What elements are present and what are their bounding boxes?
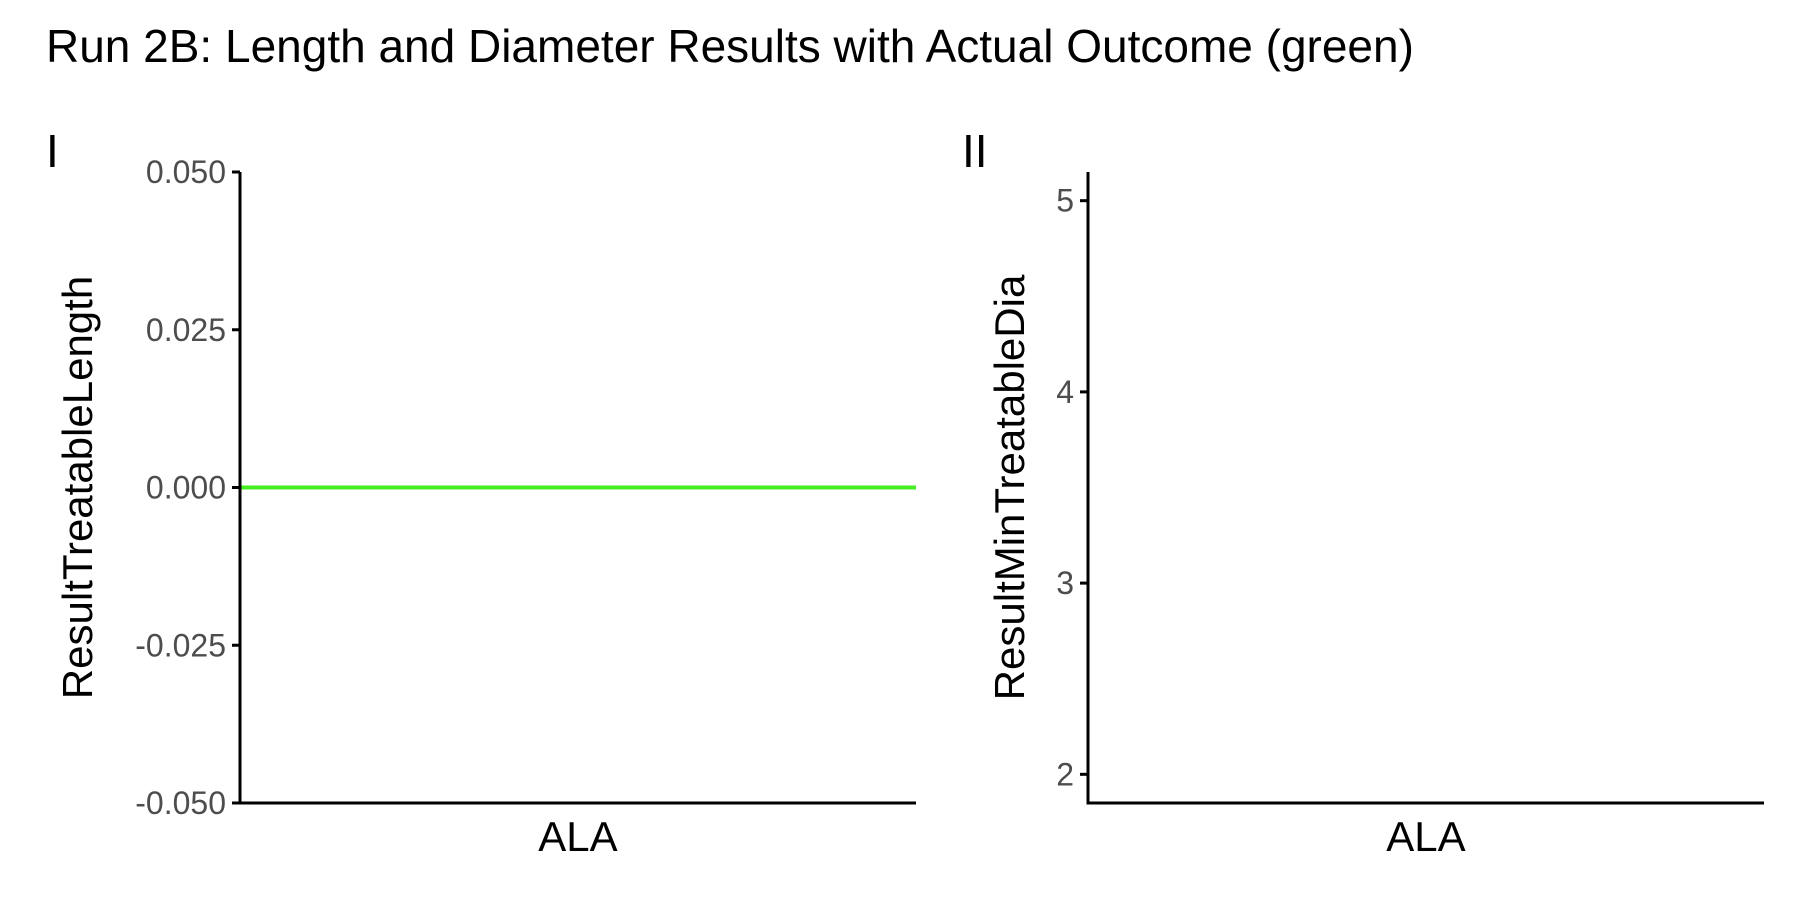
y-tick-label: -0.025 (135, 627, 226, 663)
y-tick-label: 5 (1056, 183, 1074, 219)
panel-tag: II (962, 125, 988, 177)
y-axis-title: ResultTreatableLength (54, 276, 101, 699)
chart-title: Run 2B: Length and Diameter Results with… (46, 20, 1414, 72)
x-tick-label: ALA (538, 813, 617, 860)
y-tick-label: 0.000 (146, 470, 226, 506)
y-tick-label: 4 (1056, 374, 1074, 410)
y-tick-label: 0.050 (146, 154, 226, 190)
panels: I 0.050 0.025 0.000 -0.025 -0.050 ALA ResultTre… (46, 125, 1764, 860)
panel-tag: I (46, 125, 59, 177)
y-axis-title: ResultMinTreatableDia (986, 274, 1033, 700)
y-tick-label: 0.025 (146, 312, 226, 348)
y-tick-label: 2 (1056, 756, 1074, 792)
x-tick-label: ALA (1386, 813, 1465, 860)
y-tick-label: 3 (1056, 565, 1074, 601)
y-tick-label: -0.050 (135, 785, 226, 821)
